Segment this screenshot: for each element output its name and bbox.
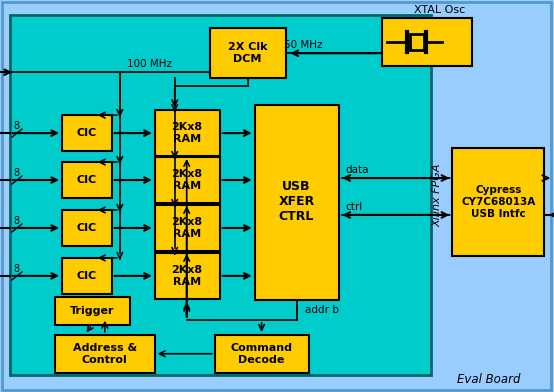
Text: data: data [346,165,369,175]
Bar [62,210,112,246]
Bar [209,28,285,78]
Text: 8: 8 [13,216,19,226]
Text: XTAL Osc: XTAL Osc [414,5,465,15]
Text: ctrl: ctrl [346,202,363,212]
Text: 8: 8 [13,121,19,131]
Bar [155,253,219,299]
Text: Trigger: Trigger [70,306,114,316]
Text: CIC: CIC [77,128,97,138]
Text: USB
XFER
CTRL: USB XFER CTRL [279,180,315,223]
Bar [255,105,340,300]
Text: 100 MHz: 100 MHz [127,59,172,69]
Text: Command
Decode: Command Decode [230,343,293,365]
Bar [214,335,310,373]
Text: 2Kx8
RAM: 2Kx8 RAM [171,169,202,191]
Text: 8: 8 [13,168,19,178]
Bar [411,34,424,50]
Bar [452,148,544,256]
Bar [62,115,112,151]
Bar [55,335,155,373]
Bar [155,157,219,203]
Text: addr b: addr b [305,305,338,315]
Bar [62,258,112,294]
Bar [62,162,112,198]
Text: 2Kx8
RAM: 2Kx8 RAM [171,265,202,287]
Bar [55,297,130,325]
Text: Cypress
CY7C68013A
USB Intfc: Cypress CY7C68013A USB Intfc [461,185,535,219]
Text: 8: 8 [13,264,19,274]
Text: Address &
Control: Address & Control [73,343,137,365]
Bar [155,110,219,156]
Text: Eval Board: Eval Board [458,373,521,386]
Bar [10,15,432,375]
Text: CIC: CIC [77,271,97,281]
Text: 2X Clk
DCM: 2X Clk DCM [228,42,268,64]
Bar [155,205,219,251]
Text: CIC: CIC [77,175,97,185]
Text: 50 MHz: 50 MHz [284,40,323,50]
Text: Xilinx FPGA: Xilinx FPGA [432,163,442,227]
Bar [382,18,472,66]
Text: 2Kx8
RAM: 2Kx8 RAM [171,122,202,144]
Text: CIC: CIC [77,223,97,233]
Text: 2Kx8
RAM: 2Kx8 RAM [171,217,202,239]
